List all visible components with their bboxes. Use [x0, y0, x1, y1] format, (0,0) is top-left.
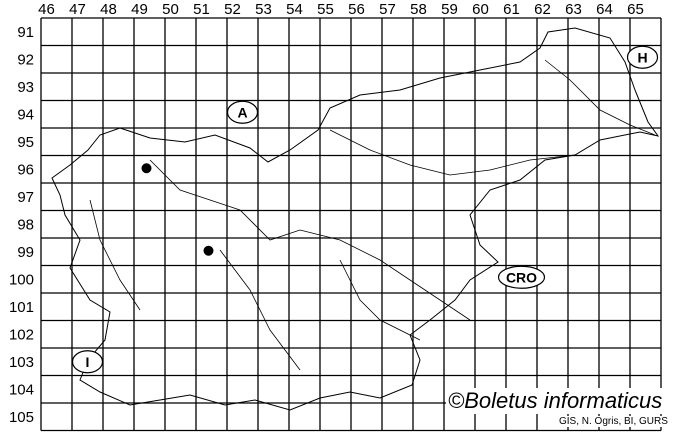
row-label: 93: [17, 79, 34, 96]
row-label: 96: [17, 161, 34, 178]
records: [141, 163, 214, 256]
row-label: 97: [17, 189, 34, 206]
row-labels: 91 92 93 94 95 96 97 98 99 100 101 102 103 104 105: [9, 24, 34, 426]
rivers: [89, 59, 656, 371]
country-label-i: I: [71, 350, 104, 374]
row-label: 105: [9, 409, 34, 426]
column-label: 54: [286, 1, 303, 18]
copyright-credit: ©Boletus informaticus: [446, 388, 665, 414]
row-label: 102: [9, 326, 34, 343]
row-label: 101: [9, 299, 34, 316]
row-label: 94: [17, 106, 34, 123]
country-label-text: A: [237, 104, 247, 120]
row-label: 92: [17, 51, 34, 68]
row-label: 95: [17, 134, 34, 151]
row-label: 103: [9, 354, 34, 371]
column-label: 50: [162, 1, 179, 18]
column-label: 57: [379, 1, 396, 18]
column-label: 61: [503, 1, 520, 18]
column-labels: 46 47 48 49 50 51 52 53 54 55 56 57 58 59 60 61 62 63 64 65: [38, 1, 644, 18]
column-label: 60: [472, 1, 489, 18]
column-label: 51: [193, 1, 210, 18]
column-label: 64: [596, 1, 613, 18]
data-source: GIS, N. Ogris, BI, GURS: [557, 416, 670, 427]
row-label: 100: [9, 271, 34, 288]
country-label-text: H: [637, 49, 647, 65]
record-dot: [203, 245, 214, 256]
column-label: 52: [224, 1, 241, 18]
country-border: [51, 27, 660, 411]
country-labels: A H CRO I: [71, 45, 659, 374]
column-label: 47: [69, 1, 86, 18]
column-label: 53: [255, 1, 272, 18]
country-label-text: CRO: [506, 269, 537, 285]
column-label: 46: [38, 1, 55, 18]
column-label: 59: [441, 1, 458, 18]
row-label: 98: [17, 216, 34, 233]
country-label-cro: CRO: [497, 265, 546, 289]
column-label: 62: [534, 1, 551, 18]
row-label: 104: [9, 381, 34, 398]
row-label: 91: [17, 24, 34, 41]
country-label-text: I: [86, 354, 90, 370]
column-label: 56: [348, 1, 365, 18]
grid: [40, 17, 662, 432]
country-label-a: A: [226, 100, 259, 124]
column-label: 48: [100, 1, 117, 18]
row-label: 99: [17, 244, 34, 261]
column-label: 63: [565, 1, 582, 18]
column-label: 55: [317, 1, 334, 18]
column-label: 49: [131, 1, 148, 18]
column-label: 65: [627, 1, 644, 18]
record-dot: [141, 163, 152, 174]
column-label: 58: [410, 1, 427, 18]
country-label-h: H: [626, 45, 659, 69]
